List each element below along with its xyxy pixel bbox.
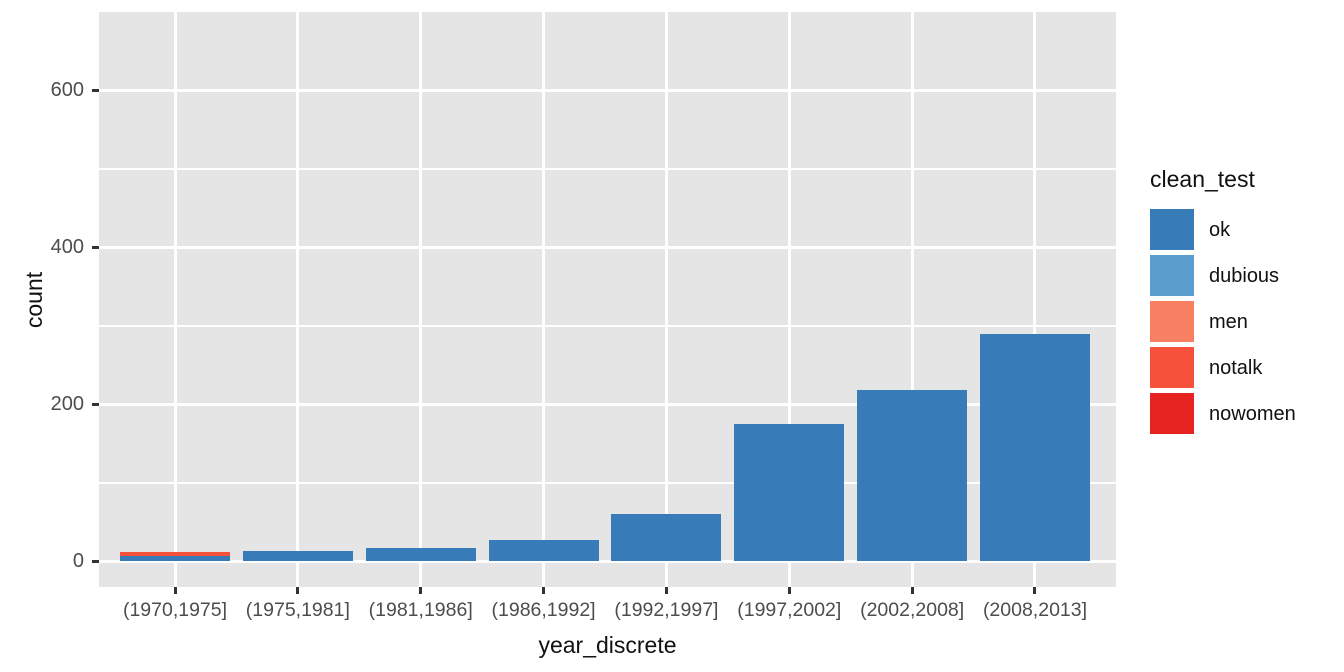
x-tick-mark — [296, 587, 300, 594]
bar-segment-ok[interactable] — [120, 556, 230, 561]
x-major-gridline — [1033, 12, 1037, 587]
y-tick-mark — [92, 559, 99, 563]
x-major-gridline — [173, 12, 177, 587]
y-major-gridline — [99, 88, 1116, 92]
x-major-gridline — [419, 12, 423, 587]
x-tick-mark — [664, 587, 668, 594]
x-major-gridline — [787, 12, 791, 587]
legend-label-men: men — [1209, 310, 1248, 333]
x-tick-mark — [910, 587, 914, 594]
y-tick-label: 400 — [50, 236, 84, 259]
x-tick-label: (1992,1997] — [614, 599, 719, 621]
legend-swatch-ok — [1150, 209, 1194, 250]
x-major-gridline — [542, 12, 546, 587]
x-tick-mark — [542, 587, 546, 594]
y-tick-label: 200 — [50, 393, 84, 416]
legend-key-dubious[interactable]: dubious — [1150, 255, 1296, 296]
bar-segment-ok[interactable] — [734, 423, 845, 561]
x-tick-label: (1981,1986] — [368, 599, 473, 621]
y-minor-gridline — [99, 167, 1116, 170]
x-tick-label: (2008,2013] — [982, 599, 1088, 621]
x-axis-title: year_discrete — [538, 632, 677, 658]
x-major-gridline — [664, 12, 668, 587]
bar-segment-ok[interactable] — [979, 334, 1090, 561]
y-major-gridline — [99, 402, 1116, 406]
bar-segment-ok[interactable] — [611, 513, 722, 561]
bar-segment-ok[interactable] — [488, 539, 599, 561]
legend: clean_test ok dubious men notalk nowomen — [1150, 165, 1296, 439]
bar-segment-ok[interactable] — [365, 548, 476, 561]
x-major-gridline — [910, 12, 914, 587]
x-tick-label: (1975,1981] — [245, 599, 350, 621]
y-tick-mark — [92, 245, 99, 249]
legend-label-nowomen: nowomen — [1209, 402, 1296, 425]
y-major-gridline — [99, 559, 1116, 563]
legend-label-notalk: notalk — [1209, 356, 1263, 379]
y-tick-label: 600 — [50, 79, 84, 102]
y-major-gridline — [99, 245, 1116, 249]
x-tick-mark — [173, 587, 177, 594]
y-tick-mark — [92, 88, 99, 92]
x-tick-label: (1986,1992] — [491, 599, 596, 621]
legend-key-men[interactable]: men — [1150, 301, 1296, 342]
x-tick-label: (1970,1975] — [122, 599, 228, 621]
x-tick-label: (1997,2002] — [737, 599, 842, 621]
bar-segment-ok[interactable] — [242, 550, 353, 561]
y-tick-label: 0 — [72, 550, 84, 572]
legend-key-ok[interactable]: ok — [1150, 209, 1296, 250]
legend-swatch-dubious — [1150, 255, 1194, 296]
x-major-gridline — [296, 12, 300, 587]
y-minor-gridline — [99, 481, 1116, 484]
plot-panel — [99, 12, 1116, 587]
legend-label-dubious: dubious — [1209, 264, 1280, 287]
bar-segment-ok[interactable] — [857, 390, 968, 561]
legend-key-nowomen[interactable]: nowomen — [1150, 393, 1296, 434]
x-tick-mark — [1033, 587, 1037, 594]
legend-keys: ok dubious men notalk nowomen — [1150, 209, 1296, 434]
x-tick-label: (2002,2008] — [860, 599, 965, 621]
legend-label-ok: ok — [1209, 218, 1231, 241]
y-minor-gridline — [99, 324, 1116, 327]
legend-swatch-notalk — [1150, 347, 1194, 388]
x-tick-mark — [419, 587, 423, 594]
x-tick-mark — [787, 587, 791, 594]
legend-key-notalk[interactable]: notalk — [1150, 347, 1296, 388]
legend-title: clean_test — [1150, 166, 1255, 192]
y-tick-mark — [92, 402, 99, 406]
legend-swatch-men — [1150, 301, 1194, 342]
y-axis-title: count — [21, 271, 47, 328]
legend-swatch-nowomen — [1150, 393, 1194, 434]
